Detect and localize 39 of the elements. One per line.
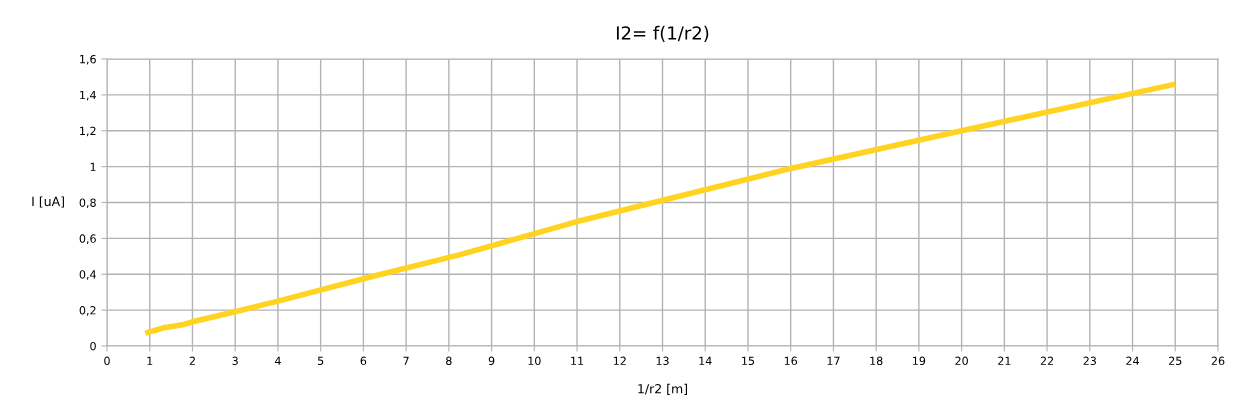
x-tick-label: 23 xyxy=(1083,356,1096,366)
x-tick-label: 2 xyxy=(189,356,195,365)
x-tick-label: 20 xyxy=(955,356,968,366)
y-tick-label: 0,4 xyxy=(79,270,96,280)
x-tick-label: 24 xyxy=(1126,356,1139,365)
x-tick-label: 13 xyxy=(656,356,669,366)
x-tick-label: 12 xyxy=(613,356,626,365)
x-tick-label: 22 xyxy=(1040,356,1054,365)
x-tick-label: 26 xyxy=(1211,356,1225,366)
x-tick-label: 1 xyxy=(147,356,153,365)
x-tick-label: 25 xyxy=(1169,356,1182,366)
x-tick-label: 16 xyxy=(784,356,798,366)
x-tick-label: 14 xyxy=(699,356,712,365)
y-tick-label: 1,4 xyxy=(80,91,96,101)
y-tick-label: 0,6 xyxy=(79,234,96,244)
x-tick-label: 5 xyxy=(317,356,324,366)
x-tick-label: 8 xyxy=(446,356,452,366)
x-tick-label: 10 xyxy=(528,356,541,366)
x-tick-label: 17 xyxy=(827,356,840,365)
y-tick-label: 0,8 xyxy=(79,198,96,209)
x-tick-label: 9 xyxy=(488,356,495,366)
x-tick-label: 21 xyxy=(998,356,1011,365)
x-tick-label: 19 xyxy=(913,356,926,366)
y-tick-label: 1 xyxy=(90,162,96,171)
y-tick-label: 0 xyxy=(90,341,96,351)
y-tick-label: 0,2 xyxy=(79,306,96,316)
y-tick-label: 1,2 xyxy=(80,126,96,137)
x-tick-label: 18 xyxy=(870,356,883,366)
x-tick-label: 11 xyxy=(571,356,584,365)
x-tick-label: 15 xyxy=(742,356,755,366)
x-tick-label: 6 xyxy=(360,356,367,366)
x-tick-label: 7 xyxy=(403,356,409,365)
chart-title: I2= f(1/r2) xyxy=(616,25,709,42)
x-axis-title: 1/r2 [m] xyxy=(638,383,688,395)
y-axis-title: I [uA] xyxy=(32,196,64,208)
y-tick-label: 1,6 xyxy=(80,54,96,65)
x-tick-label: 3 xyxy=(232,356,238,366)
x-tick-label: 0 xyxy=(104,356,110,366)
x-tick-label: 4 xyxy=(274,356,281,365)
